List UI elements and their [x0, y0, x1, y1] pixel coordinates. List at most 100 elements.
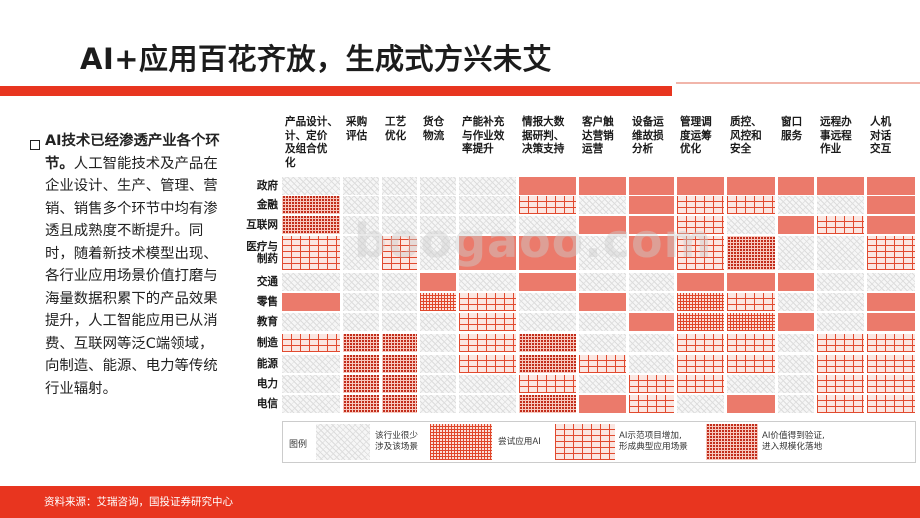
- matrix-cell: [282, 177, 340, 195]
- matrix-cell: [382, 395, 417, 413]
- matrix-cell: [727, 273, 775, 291]
- matrix-cell: [629, 334, 674, 352]
- matrix-cell: [677, 313, 724, 331]
- matrix-cell: [382, 313, 417, 331]
- matrix-cell: [727, 216, 775, 234]
- matrix-cell: [282, 334, 340, 352]
- source-note: 资料来源：艾瑞咨询，国投证券研究中心: [44, 496, 233, 508]
- matrix-cell: [867, 216, 915, 234]
- matrix-cell: [778, 236, 814, 270]
- column-header: 设备运 维故损 分析: [632, 116, 664, 155]
- column-header: 质控、 风控和 安全: [730, 116, 762, 155]
- matrix-cell: [382, 293, 417, 311]
- matrix-cell: [579, 196, 626, 214]
- column-header: 产能补充 与作业效 率提升: [462, 116, 505, 155]
- matrix-cell: [343, 273, 379, 291]
- matrix-cell: [867, 293, 915, 311]
- row-label: 能源: [256, 358, 278, 370]
- row-label: 电力: [256, 378, 278, 390]
- matrix-cell: [629, 293, 674, 311]
- matrix-cell: [727, 236, 775, 270]
- matrix-cell: [343, 313, 379, 331]
- title-accent-line: [676, 82, 920, 84]
- matrix-cell: [677, 395, 724, 413]
- matrix-cell: [677, 355, 724, 373]
- matrix-cell: [519, 273, 576, 291]
- matrix-cell: [579, 355, 626, 373]
- matrix-cell: [420, 273, 456, 291]
- matrix-cell: [677, 273, 724, 291]
- row-label: 医疗与 制药: [246, 241, 278, 265]
- matrix-cell: [459, 196, 516, 214]
- matrix-cell: [629, 273, 674, 291]
- matrix-cell: [343, 216, 379, 234]
- legend-text-demo: AI示范项目增加, 形成典型应用场景: [619, 431, 688, 452]
- matrix-cell: [382, 334, 417, 352]
- matrix-cell: [727, 395, 775, 413]
- matrix-cell: [459, 293, 516, 311]
- row-label: 制造: [256, 337, 278, 349]
- matrix-cell: [867, 375, 915, 393]
- matrix-cell: [420, 395, 456, 413]
- matrix-cell: [677, 334, 724, 352]
- matrix-cell: [382, 196, 417, 214]
- matrix-cell: [629, 355, 674, 373]
- matrix-cell: [778, 216, 814, 234]
- matrix-cell: [677, 216, 724, 234]
- matrix-cell: [629, 236, 674, 270]
- matrix-cell: [282, 196, 340, 214]
- matrix-cell: [727, 375, 775, 393]
- matrix-cell: [867, 273, 915, 291]
- matrix-cell: [382, 216, 417, 234]
- legend-label: 图例: [289, 440, 308, 450]
- matrix-cell: [778, 313, 814, 331]
- matrix-cell: [727, 313, 775, 331]
- matrix-cell: [579, 177, 626, 195]
- column-header: 工艺 优化: [385, 116, 407, 142]
- matrix-cell: [677, 375, 724, 393]
- legend-swatch-demo: [555, 424, 615, 460]
- matrix-cell: [579, 375, 626, 393]
- matrix-cell: [778, 196, 814, 214]
- matrix-cell: [459, 395, 516, 413]
- matrix-cell: [459, 216, 516, 234]
- matrix-cell: [519, 375, 576, 393]
- matrix-cell: [420, 177, 456, 195]
- column-header: 产品设计、 计、定价 及组合优 化: [285, 116, 338, 169]
- intro-paragraph: AI技术已经渗透产业各个环节。人工智能技术及产品在企业设计、生产、管理、营销、销…: [45, 130, 223, 400]
- matrix-cell: [778, 355, 814, 373]
- matrix-cell: [519, 216, 576, 234]
- matrix-cell: [778, 375, 814, 393]
- row-label: 交通: [256, 276, 278, 288]
- matrix-cell: [519, 395, 576, 413]
- matrix-cell: [459, 313, 516, 331]
- matrix-cell: [579, 334, 626, 352]
- intro-body: 人工智能技术及产品在企业设计、生产、管理、营销、销售多个环节中均有渗透且成熟度不…: [45, 155, 218, 397]
- matrix-cell: [677, 177, 724, 195]
- title-underline-bar: [0, 86, 672, 96]
- matrix-cell: [677, 236, 724, 270]
- matrix-cell: [677, 196, 724, 214]
- row-label: 互联网: [246, 219, 278, 231]
- legend-swatch-scale: [706, 424, 758, 460]
- row-label: 金融: [256, 199, 278, 211]
- legend-text-trial: 尝试应用AI: [498, 437, 541, 447]
- matrix-cell: [519, 313, 576, 331]
- matrix-cell: [778, 334, 814, 352]
- matrix-cell: [382, 355, 417, 373]
- matrix-cell: [727, 355, 775, 373]
- matrix-cell: [867, 395, 915, 413]
- column-header: 客户触 达营销 运营: [582, 116, 614, 155]
- matrix-cell: [420, 313, 456, 331]
- matrix-cell: [817, 375, 864, 393]
- matrix-cell: [579, 395, 626, 413]
- matrix-cell: [867, 355, 915, 373]
- matrix-cell: [727, 196, 775, 214]
- matrix-cell: [420, 216, 456, 234]
- legend-swatch-rare: [316, 424, 370, 460]
- matrix-cell: [420, 236, 456, 270]
- column-header: 远程办 事远程 作业: [820, 116, 852, 155]
- matrix-cell: [778, 273, 814, 291]
- matrix-cell: [727, 293, 775, 311]
- matrix-cell: [629, 375, 674, 393]
